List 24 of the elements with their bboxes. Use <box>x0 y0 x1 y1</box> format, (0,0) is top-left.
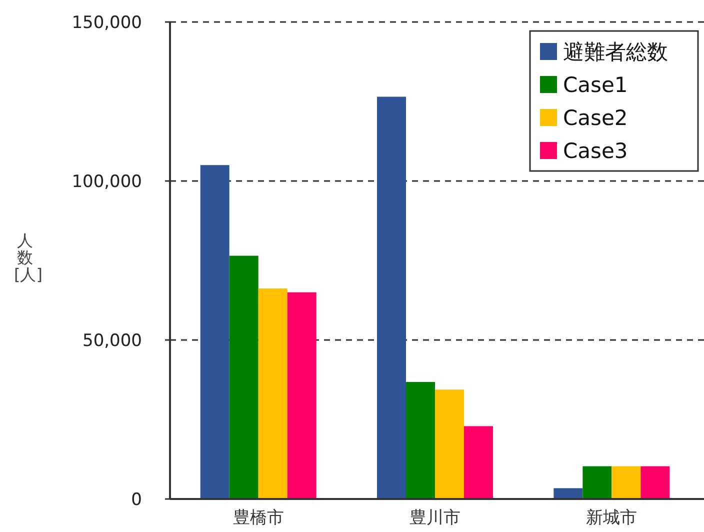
legend-label: 避難者総数 <box>563 40 668 64</box>
bar <box>612 466 641 499</box>
x-tick-label: 豊橋市 <box>232 508 284 528</box>
bar <box>377 96 406 499</box>
bar <box>640 466 670 499</box>
x-tick-label: 豊川市 <box>410 508 460 528</box>
y-axis-title: 人数[人] <box>14 231 42 284</box>
bar <box>200 165 230 499</box>
y-tick-label: 150,000 <box>72 13 142 33</box>
bar <box>229 256 258 499</box>
legend-label: Case3 <box>563 139 628 163</box>
x-tick-label: 新城市 <box>586 508 638 528</box>
bar <box>287 292 316 499</box>
bar <box>464 426 493 499</box>
y-tick-label: 100,000 <box>72 172 142 192</box>
legend-label: Case1 <box>563 73 628 97</box>
bar <box>258 288 288 499</box>
bar <box>582 466 612 499</box>
y-tick-label: 0 <box>131 490 142 510</box>
legend-label: Case2 <box>563 106 628 130</box>
bar <box>406 382 435 499</box>
y-tick-label: 50,000 <box>82 331 142 351</box>
bar <box>554 488 583 499</box>
bar <box>435 390 464 499</box>
